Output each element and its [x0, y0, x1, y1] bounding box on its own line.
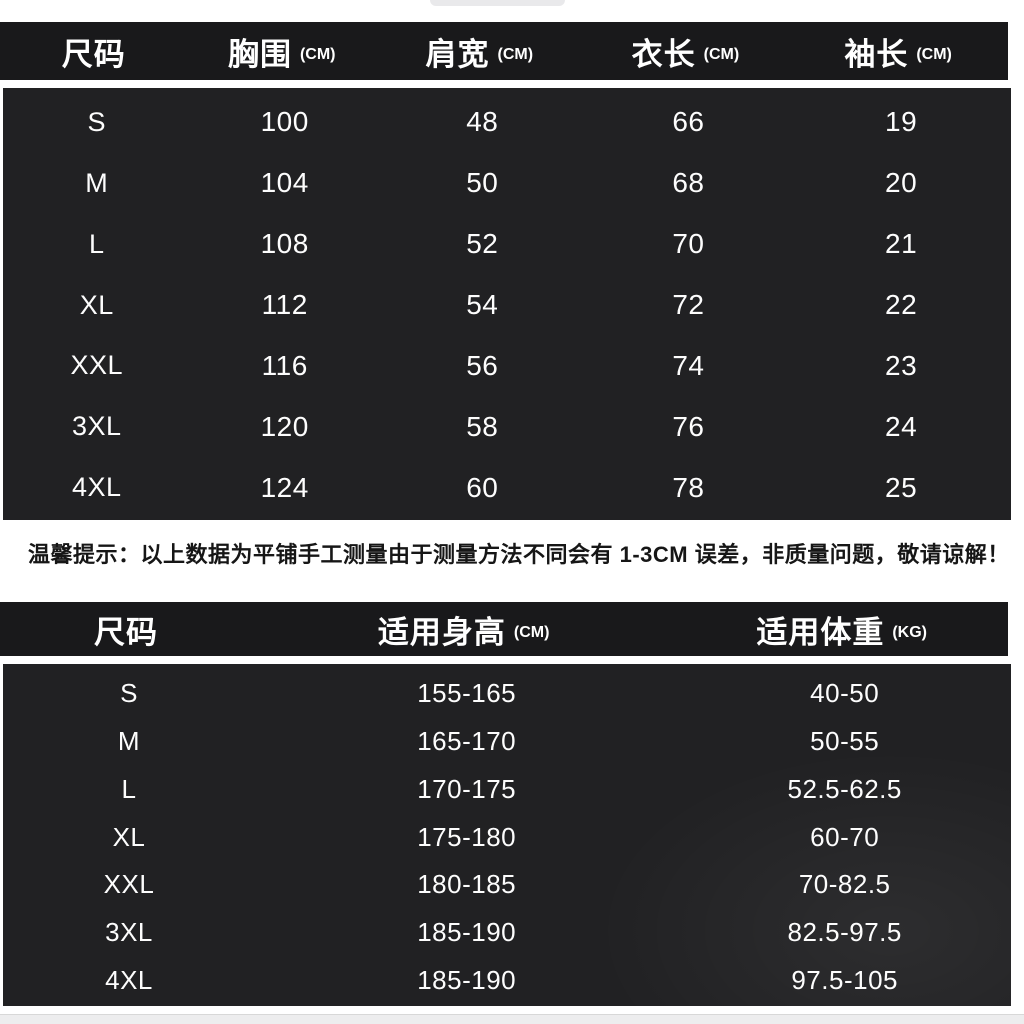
size-label: XXL	[103, 869, 155, 900]
header-chest-label: 胸围	[227, 36, 292, 72]
value-cell: 24	[885, 410, 918, 442]
value-cell: 20	[885, 167, 918, 199]
size-label: 3XL	[71, 411, 122, 442]
header-weight-label: 适用体重	[756, 614, 885, 650]
value-cell: 60-70	[810, 821, 880, 852]
value-cell: 25	[885, 471, 918, 503]
table-row: XXL 180-185 70-82.5	[3, 861, 1011, 909]
value-cell: 50-55	[810, 726, 880, 757]
table-row: 3XL 120 58 76 24	[3, 396, 1011, 457]
value-cell: 72	[672, 289, 705, 320]
header-size-2-label: 尺码	[94, 614, 158, 650]
header-size-2: 尺码	[0, 607, 252, 652]
value-cell: 70	[672, 228, 705, 260]
value-cell: 120	[260, 410, 309, 442]
value-cell: 104	[260, 167, 309, 199]
fit-table-header: 尺码 适用身高 (CM) 适用体重 (KG)	[0, 602, 1008, 656]
bottom-edge-strip	[0, 1014, 1024, 1024]
header-chest: 胸围 (CM)	[187, 29, 375, 74]
table-row: M 104 50 68 20	[3, 153, 1011, 214]
value-cell: 58	[466, 410, 499, 442]
table-row: XL 175-180 60-70	[3, 813, 1011, 861]
value-cell: 100	[260, 106, 309, 138]
size-label: M	[117, 726, 141, 757]
value-cell: 23	[885, 349, 918, 381]
value-cell: 155-165	[417, 678, 517, 709]
value-cell: 165-170	[417, 726, 517, 757]
value-cell: 60	[466, 471, 499, 503]
size-label: S	[87, 106, 106, 137]
value-cell: 124	[260, 471, 309, 503]
value-cell: 76	[672, 410, 705, 442]
table-row: 4XL 124 60 78 25	[3, 457, 1011, 518]
size-label: L	[88, 228, 105, 259]
value-cell: 175-180	[417, 821, 517, 852]
value-cell: 112	[261, 289, 308, 320]
table-row: XL 112 54 72 22	[3, 275, 1011, 336]
fit-table-body: S 155-165 40-50 M 165-170 50-55 L 170-175 52.5-6…	[3, 664, 1011, 1006]
size-label: S	[120, 678, 138, 709]
size-label: 3XL	[105, 916, 153, 947]
header-length-label: 衣长	[631, 36, 696, 72]
table-row: 3XL 185-190 82.5-97.5	[3, 909, 1011, 957]
table-row: M 165-170 50-55	[3, 718, 1011, 766]
table-row: 4XL 185-190 97.5-105	[3, 956, 1011, 1004]
value-cell: 116	[261, 349, 308, 381]
size-label: L	[121, 773, 137, 804]
value-cell: 82.5-97.5	[787, 916, 902, 947]
value-cell: 70-82.5	[798, 869, 891, 900]
value-cell: 54	[466, 289, 499, 320]
value-cell: 74	[672, 349, 705, 381]
size-label: XL	[112, 821, 146, 852]
value-cell: 97.5-105	[791, 964, 898, 995]
header-size: 尺码	[0, 29, 187, 74]
header-weight-unit: (KG)	[892, 623, 927, 641]
value-cell: 40-50	[810, 678, 880, 709]
value-cell: 56	[466, 349, 499, 381]
value-cell: 78	[672, 471, 705, 503]
table-row: S 100 48 66 19	[3, 92, 1011, 153]
measurement-table-body: S 100 48 66 19 M 104 50 68 20 L 108 52 70 21 XL 112 54 72 2…	[3, 88, 1011, 520]
header-weight: 适用体重 (KG)	[675, 607, 1008, 652]
table-row: L 108 52 70 21	[3, 214, 1011, 275]
size-label: M	[85, 167, 109, 198]
size-label: 4XL	[105, 964, 153, 995]
value-cell: 52.5-62.5	[787, 773, 902, 804]
value-cell: 180-185	[417, 869, 517, 900]
header-length-unit: (CM)	[703, 45, 740, 63]
value-cell: 170-175	[417, 773, 517, 804]
header-chest-unit: (CM)	[299, 45, 336, 63]
value-cell: 52	[466, 228, 499, 260]
value-cell: 19	[885, 106, 918, 138]
header-sleeve-unit: (CM)	[916, 45, 952, 63]
table-row: L 170-175 52.5-62.5	[3, 765, 1011, 813]
size-label: 4XL	[71, 472, 122, 503]
value-cell: 108	[260, 228, 309, 260]
value-cell: 185-190	[417, 964, 517, 995]
table-row: S 155-165 40-50	[3, 670, 1011, 718]
header-height: 适用身高 (CM)	[252, 607, 675, 652]
value-cell: 21	[885, 228, 918, 260]
header-length: 衣长 (CM)	[583, 29, 789, 74]
value-cell: 50	[466, 167, 499, 199]
top-edge-smudge	[430, 0, 565, 6]
header-size-label: 尺码	[61, 36, 126, 72]
header-height-label: 适用身高	[377, 614, 506, 650]
value-cell: 22	[885, 289, 918, 320]
header-height-unit: (CM)	[513, 623, 550, 641]
table-row: XXL 116 56 74 23	[3, 335, 1011, 396]
value-cell: 185-190	[417, 916, 517, 947]
measurement-table-header: 尺码 胸围 (CM) 肩宽 (CM) 衣长 (CM) 袖长 (CM)	[0, 22, 1008, 80]
value-cell: 68	[672, 167, 705, 199]
value-cell: 66	[672, 106, 705, 138]
header-sleeve-label: 袖长	[844, 36, 909, 72]
size-label: XXL	[70, 350, 124, 381]
value-cell: 48	[466, 106, 499, 138]
disclaimer-note: 温馨提示：以上数据为平铺手工测量由于测量方法不同会有 1-3CM 误差，非质量问…	[28, 542, 1010, 567]
size-label: XL	[79, 289, 114, 320]
header-shoulder-unit: (CM)	[497, 45, 534, 63]
header-sleeve: 袖长 (CM)	[788, 29, 1008, 74]
header-shoulder: 肩宽 (CM)	[376, 29, 583, 74]
header-shoulder-label: 肩宽	[425, 36, 490, 72]
